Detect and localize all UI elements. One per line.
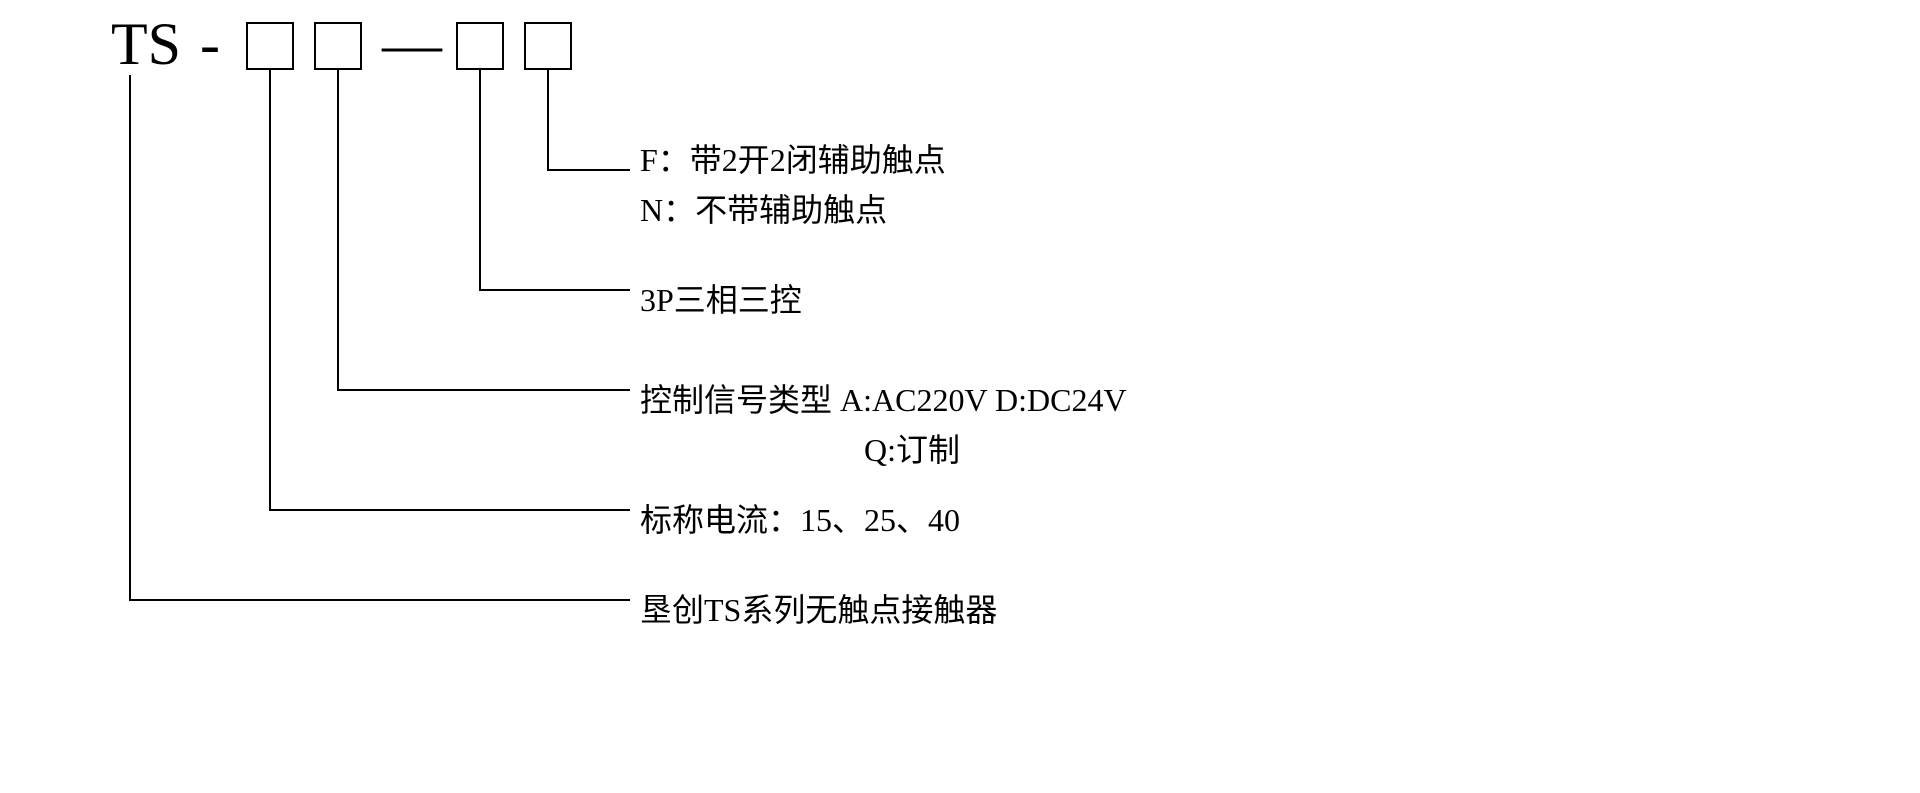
label-control-signal-l2: Q:订制: [864, 425, 1351, 471]
label-control-signal-l1: 控制信号类型 A:AC220V D:DC24V: [640, 375, 1127, 421]
label-control-signal: 控制信号类型 A:AC220V D:DC24V Q:订制: [640, 375, 1127, 471]
line-prefix: [130, 75, 630, 600]
label-aux-contact-l2: N：不带辅助触点: [640, 185, 946, 231]
line-sq2: [338, 70, 630, 390]
label-rated-current-l1: 标称电流：15、25、40: [640, 495, 960, 541]
line-sq4: [548, 70, 630, 170]
label-aux-contact: F：带2开2闭辅助触点 N：不带辅助触点: [640, 135, 946, 231]
label-series: 垦创TS系列无触点接触器: [640, 585, 997, 631]
label-phase: 3P三相三控: [640, 275, 802, 321]
model-number-diagram: TS - — F：带2开2闭辅助触点 N：不带辅助触点 3P三相三控 控制信号类…: [0, 0, 1920, 793]
label-rated-current: 标称电流：15、25、40: [640, 495, 960, 541]
label-phase-l1: 3P三相三控: [640, 275, 802, 321]
line-sq3: [480, 70, 630, 290]
label-series-l1: 垦创TS系列无触点接触器: [640, 585, 997, 631]
label-aux-contact-l1: F：带2开2闭辅助触点: [640, 135, 946, 181]
